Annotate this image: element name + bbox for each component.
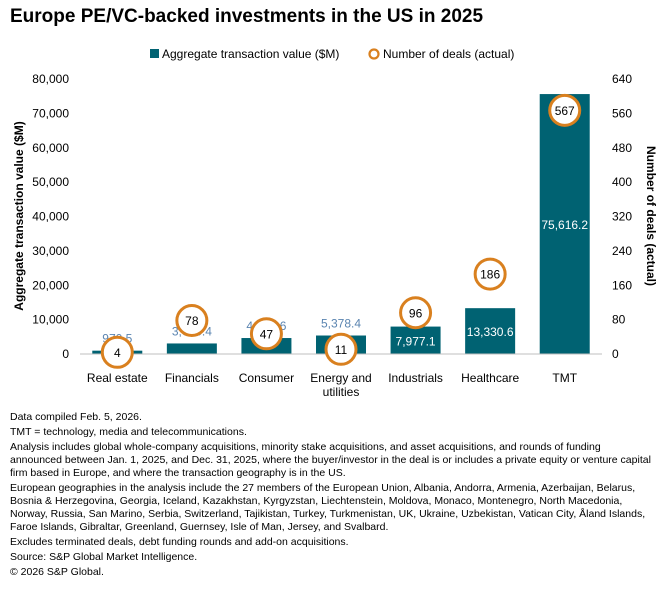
y-axis-left-title: Aggregate transaction value ($M) (12, 121, 26, 310)
legend-marker-label: Number of deals (actual) (383, 47, 514, 61)
y-right-tick-label: 160 (612, 278, 632, 292)
category-label-line: Financials (165, 371, 219, 385)
category-label: Industrials (388, 371, 443, 385)
y-left-tick-label: 70,000 (32, 106, 69, 120)
bar (465, 308, 516, 354)
bar-value-label: 5,378.4 (321, 317, 361, 331)
note-geographies: European geographies in the analysis inc… (10, 482, 646, 533)
deal-marker-label: 96 (409, 306, 423, 320)
bar-value-label: 75,616.2 (541, 218, 588, 232)
deal-markers: 4 78 47 11 96 186 567 (100, 93, 582, 369)
bars (92, 94, 590, 355)
y-left-tick-label: 40,000 (32, 210, 69, 224)
bar-value-label: 13,330.6 (467, 325, 514, 339)
y-right-tick-label: 640 (612, 72, 632, 86)
y-right-tick-label: 320 (612, 210, 632, 224)
category-label: Energy and utilities (310, 371, 371, 399)
category-label-line: Energy and (310, 371, 371, 385)
category-label-line: Industrials (388, 371, 443, 385)
deal-marker-label: 567 (555, 104, 575, 118)
chart-title: Europe PE/VC-backed investments in the U… (10, 6, 484, 27)
deal-marker-label: 186 (480, 268, 500, 282)
category-label-line: Consumer (239, 371, 294, 385)
deal-marker (473, 257, 507, 291)
bar-value-labels: 970.53,066.44,644.65,378.47,977.113,330.… (102, 218, 588, 348)
legend-marker-swatch (368, 48, 380, 60)
note-analysis: Analysis includes global whole-company a… (10, 441, 651, 479)
deal-marker-label: 4 (114, 346, 121, 360)
y-axis-right-title: Number of deals (actual) (644, 146, 658, 286)
y-left-tick-label: 20,000 (32, 278, 69, 292)
deal-marker (175, 303, 209, 337)
y-left-tick-label: 60,000 (32, 141, 69, 155)
bar-value-label: 7,977.1 (396, 334, 436, 348)
y-right-tick-label: 80 (612, 313, 626, 327)
deal-marker-label: 78 (185, 314, 199, 328)
deal-marker-label: 11 (335, 343, 348, 357)
note-compiled: Data compiled Feb. 5, 2026. (10, 411, 142, 423)
footnotes: Data compiled Feb. 5, 2026. TMT = techno… (10, 411, 654, 581)
y-left-tick-label: 50,000 (32, 175, 69, 189)
deal-marker-label: 47 (260, 327, 274, 341)
y-right-tick-label: 240 (612, 244, 632, 258)
category-label-line: utilities (323, 385, 360, 399)
legend: Aggregate transaction value ($M) Number … (150, 47, 514, 61)
category-labels: Real estate Financials Consumer Energy and u… (87, 371, 578, 399)
category-label: Financials (165, 371, 219, 385)
y-left-tick-label: 10,000 (32, 313, 69, 327)
category-label-line: TMT (552, 371, 577, 385)
category-label: Real estate (87, 371, 148, 385)
chart: Aggregate transaction value ($M) Number … (12, 47, 658, 399)
note-copyright: © 2026 S&P Global. (10, 566, 104, 578)
y-axis-left-ticks: 0 10,000 20,000 30,000 40,000 50,000 60,000 70,… (32, 72, 69, 361)
note-tmt: TMT = technology, media and telecommunic… (10, 426, 247, 438)
deal-marker (324, 332, 358, 366)
y-left-tick-label: 0 (62, 347, 69, 361)
deal-marker (249, 317, 283, 351)
category-label-line: Healthcare (461, 371, 519, 385)
legend-bar-label: Aggregate transaction value ($M) (162, 47, 339, 61)
y-right-tick-label: 480 (612, 141, 632, 155)
legend-bar-swatch (150, 49, 159, 58)
y-right-tick-label: 400 (612, 175, 632, 189)
bar (390, 326, 441, 354)
deal-marker (548, 93, 582, 127)
note-source: Source: S&P Global Market Intelligence. (10, 551, 198, 563)
category-label-line: Real estate (87, 371, 148, 385)
y-axis-right-ticks: 0 80 160 240 320 400 480 560 640 (612, 72, 632, 361)
category-label: Healthcare (461, 371, 519, 385)
deal-marker (100, 335, 134, 369)
bar (166, 343, 217, 354)
bar (539, 94, 590, 355)
y-right-tick-label: 560 (612, 106, 632, 120)
y-left-tick-label: 80,000 (32, 72, 69, 86)
category-label: Consumer (239, 371, 294, 385)
note-exclusions: Excludes terminated deals, debt funding … (10, 536, 349, 548)
y-left-tick-label: 30,000 (32, 244, 69, 258)
y-right-tick-label: 0 (612, 347, 619, 361)
deal-marker (399, 296, 433, 330)
category-label: TMT (552, 371, 577, 385)
